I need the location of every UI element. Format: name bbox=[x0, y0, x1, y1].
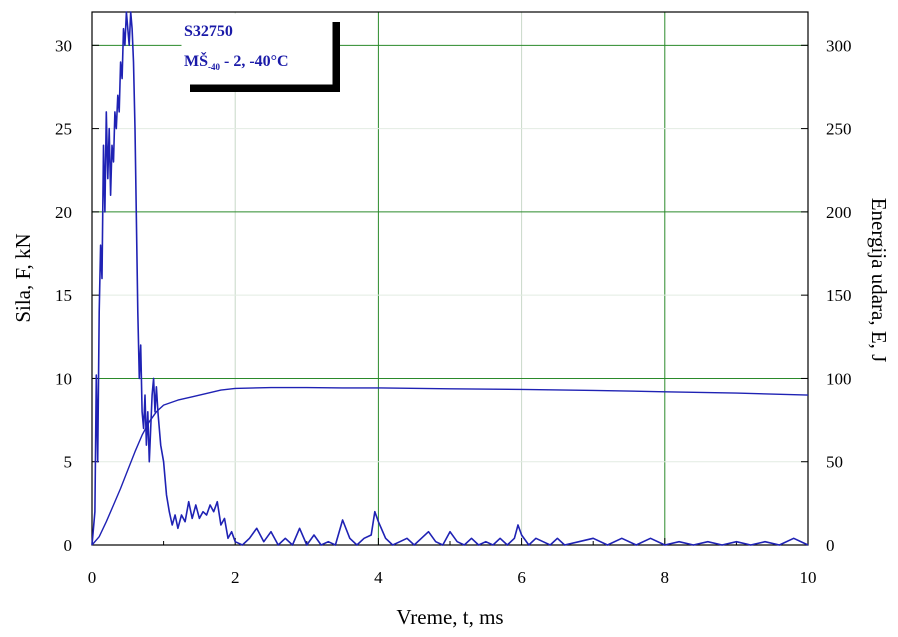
legend-line-1: S32750 bbox=[184, 23, 233, 40]
y-left-tick-label: 30 bbox=[55, 36, 72, 55]
y-left-tick-label: 20 bbox=[55, 203, 72, 222]
x-tick-label: 8 bbox=[661, 568, 670, 587]
x-tick-label: 4 bbox=[374, 568, 383, 587]
y-left-tick-label: 15 bbox=[55, 286, 72, 305]
x-tick-label: 10 bbox=[800, 568, 817, 587]
legend-line-2-rest: - 2, -40°C bbox=[220, 53, 289, 70]
x-axis-title: Vreme, t, ms bbox=[396, 605, 503, 629]
y-left-tick-label: 25 bbox=[55, 120, 72, 139]
y-right-tick-label: 300 bbox=[826, 36, 852, 55]
y-left-tick-label: 0 bbox=[64, 536, 73, 555]
legend-line-2-main: MŠ bbox=[184, 51, 208, 70]
x-tick-label: 6 bbox=[517, 568, 526, 587]
y-left-tick-label: 10 bbox=[55, 369, 72, 388]
y-right-tick-label: 200 bbox=[826, 203, 852, 222]
y-right-tick-label: 0 bbox=[826, 536, 835, 555]
legend-line-2-sub: -40 bbox=[208, 62, 220, 72]
x-tick-label: 0 bbox=[88, 568, 97, 587]
y-right-tick-label: 100 bbox=[826, 369, 852, 388]
y-axis-left-title: Sila, F, kN bbox=[11, 233, 35, 322]
y-left-tick-label: 5 bbox=[64, 453, 73, 472]
y-right-tick-label: 250 bbox=[826, 120, 852, 139]
y-right-tick-label: 150 bbox=[826, 286, 852, 305]
legend-line-2: MŠ-40 - 2, -40°C bbox=[184, 51, 289, 72]
y-right-tick-label: 50 bbox=[826, 453, 843, 472]
legend-box: S32750 MŠ-40 - 2, -40°C bbox=[182, 14, 340, 92]
x-tick-label: 2 bbox=[231, 568, 240, 587]
y-axis-right-title: Energija udara, E, J bbox=[867, 198, 891, 363]
